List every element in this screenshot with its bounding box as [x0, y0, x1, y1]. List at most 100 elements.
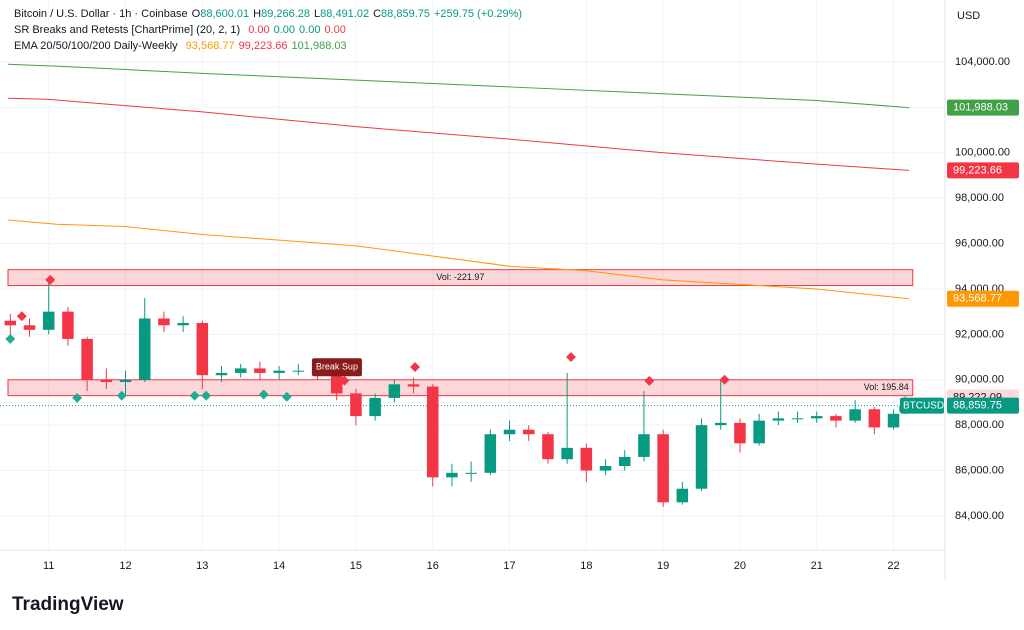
signal-marker: [410, 362, 421, 372]
y-tick-label: 86,000.00: [955, 464, 1004, 476]
ema-line: [7, 97, 909, 171]
x-tick-label: 20: [734, 560, 746, 572]
candle-body: [638, 434, 650, 457]
x-tick-label: 13: [196, 560, 208, 572]
candle-body: [369, 397, 381, 417]
x-tick-label: 11: [43, 560, 54, 572]
candle-body: [446, 472, 458, 478]
candle-body: [234, 368, 247, 373]
ohlc-value: 89,266.28: [261, 8, 311, 20]
zone-label: Vol: -221.97: [436, 272, 484, 282]
symbol-tag: [900, 397, 944, 414]
candle-body: [330, 372, 343, 394]
x-tick-label: 22: [887, 560, 899, 572]
candle-body: [791, 418, 804, 420]
candle-body: [484, 434, 497, 473]
price-tag: [947, 99, 1019, 116]
candle-body: [196, 323, 209, 376]
price-tag-label: 99,223.66: [953, 164, 1002, 176]
candle-body: [426, 386, 439, 478]
price-tag-label: 88,859.75: [953, 400, 1002, 412]
candle-body: [465, 472, 477, 474]
legend-value: 101,988.03: [291, 40, 347, 52]
candle-body: [868, 409, 881, 428]
brand: TradingView: [12, 594, 124, 616]
x-tick-label: 16: [427, 560, 439, 572]
signal-marker: [566, 352, 576, 363]
signal-marker: [201, 390, 212, 401]
zone-label: Vol: 195.84: [864, 382, 909, 392]
candle-body: [292, 370, 305, 372]
legend-value: 0.00: [273, 24, 296, 36]
header-row: SR Breaks and Retests [ChartPrime] (20, …: [14, 22, 526, 38]
legend-value: 93,568.77: [185, 40, 235, 52]
candle-body: [599, 466, 612, 471]
candle-body: [849, 409, 861, 421]
legend-value: 0.00: [248, 24, 270, 36]
candle-body: [618, 456, 631, 467]
currency: USD: [957, 10, 980, 22]
candle-body: [119, 379, 132, 383]
header: Bitcoin / U.S. Dollar · 1h · Coinbase O88…: [14, 6, 526, 54]
signal-marker: [258, 389, 269, 400]
y-tick-label: 98,000.00: [955, 192, 1004, 204]
ema-line: [7, 63, 909, 109]
candle-body: [138, 318, 151, 380]
ohlc-value: 88,859.75: [381, 8, 430, 20]
price-tag-label: 101,988.03: [953, 102, 1008, 114]
candle-body: [734, 422, 746, 444]
header-row: Bitcoin / U.S. Dollar · 1h · Coinbase O88…: [14, 6, 526, 22]
legend-title: EMA 20/50/100/200 Daily-Weekly: [14, 40, 178, 52]
y-tick-label: 104,000.00: [955, 56, 1010, 68]
callout-box: [311, 358, 362, 377]
candle-body: [350, 393, 362, 417]
ohlc-key: H: [253, 8, 262, 20]
y-tick-label: 90,000.00: [955, 374, 1004, 386]
candle-body: [81, 338, 93, 380]
candle-body: [580, 447, 593, 471]
y-tick-label: 88,000.00: [955, 419, 1004, 431]
candle-body: [695, 425, 708, 489]
ema-line: [7, 219, 909, 300]
change: +259.75 (+0.29%): [433, 8, 523, 20]
candle-body: [676, 488, 689, 503]
candle-body: [215, 372, 228, 376]
x-tick-label: 14: [273, 560, 285, 572]
header-row: EMA 20/50/100/200 Daily-Weekly 93,568.77 9…: [14, 38, 526, 54]
candle-body: [810, 416, 823, 419]
legend-title: SR Breaks and Retests [ChartPrime] (20, …: [14, 24, 241, 36]
candle-body: [158, 318, 170, 326]
candle-body: [830, 416, 842, 421]
y-tick-label: 100,000.00: [955, 147, 1010, 159]
candle-body: [522, 429, 535, 435]
signal-marker: [719, 374, 730, 385]
signal-marker: [339, 375, 350, 386]
candle-body: [177, 323, 189, 326]
candle-body: [100, 379, 113, 383]
y-tick-label: 84,000.00: [955, 510, 1004, 522]
candle-body: [657, 434, 669, 503]
ohlc-value: 88,600.01: [200, 8, 250, 20]
candle-body: [407, 384, 420, 387]
sr-zone: [7, 379, 914, 397]
candle-body: [753, 420, 765, 444]
candle-body: [503, 429, 516, 435]
legend-value: 99,223.66: [238, 40, 288, 52]
price-tag: [947, 162, 1019, 179]
candle-body: [273, 370, 285, 373]
callout-label: Break Sup: [316, 362, 358, 372]
symbol: Bitcoin / U.S. Dollar · 1h · Coinbase: [14, 8, 188, 20]
ohlc-key: C: [373, 8, 382, 20]
signal-marker: [5, 333, 16, 344]
x-tick-label: 19: [657, 560, 669, 572]
candle-body: [23, 325, 36, 330]
legend-value: 0.00: [299, 24, 321, 36]
x-tick-label: 21: [811, 560, 823, 572]
candle-body: [4, 320, 17, 326]
x-tick-label: 12: [119, 560, 131, 572]
y-tick-label: 92,000.00: [955, 328, 1004, 340]
y-tick-label: 96,000.00: [955, 237, 1004, 249]
signal-marker: [189, 390, 200, 401]
